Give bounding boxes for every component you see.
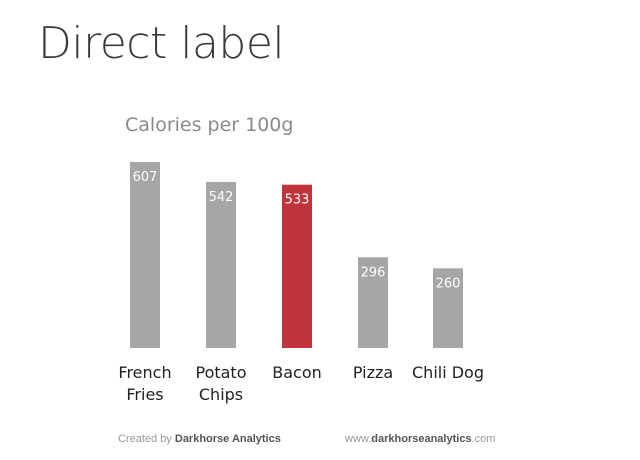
url-name: darkhorseanalytics	[371, 433, 472, 445]
category-label: Potato	[195, 363, 246, 382]
data-label: 260	[436, 276, 461, 291]
category-label: Chips	[199, 385, 243, 404]
footer-credit: Created by Darkhorse Analytics	[118, 433, 281, 445]
category-label: French	[118, 363, 171, 382]
bar	[358, 257, 388, 348]
category-label: Bacon	[272, 363, 322, 382]
credit-name: Darkhorse Analytics	[174, 433, 281, 445]
chart-title: Calories per 100g	[125, 114, 294, 136]
footer-url: www.darkhorseanalytics.com	[345, 433, 495, 445]
credit-prefix: Created by	[118, 433, 172, 445]
bar	[206, 181, 236, 348]
url-prefix: www.	[345, 433, 372, 445]
url-suffix: .com	[471, 433, 496, 445]
category-label: Pizza	[353, 363, 393, 382]
bar	[282, 184, 312, 348]
bar	[130, 162, 160, 348]
bar	[433, 268, 463, 348]
page-title: Direct label	[38, 18, 285, 69]
category-label: Fries	[126, 385, 163, 404]
data-label: 607	[133, 170, 158, 185]
data-label: 542	[209, 190, 234, 205]
category-label: Chili Dog	[412, 363, 484, 382]
data-label: 296	[361, 265, 386, 280]
data-label: 533	[285, 193, 310, 208]
